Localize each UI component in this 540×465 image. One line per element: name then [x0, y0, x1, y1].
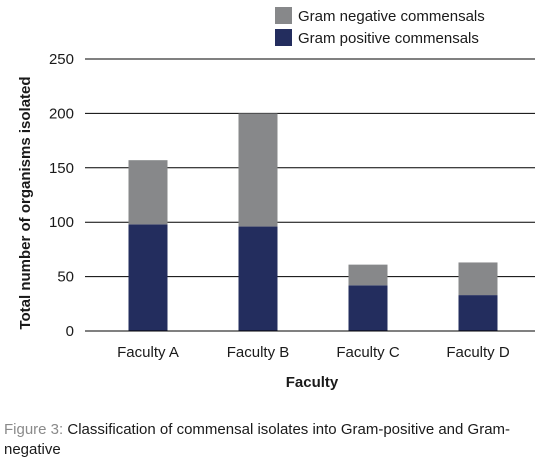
bar-gram-positive-faculty-a — [128, 224, 168, 331]
legend: Gram negative commensals Gram positive co… — [275, 7, 485, 47]
bar-gram-positive-faculty-c — [348, 285, 388, 331]
figure-label: Figure 3: — [4, 421, 64, 438]
bar-gram-negative-faculty-c — [348, 264, 388, 286]
figure-caption-text: Classification of commensal isolates int… — [4, 421, 511, 458]
y-tick-label: 50 — [57, 269, 74, 286]
y-tick-label: 100 — [49, 214, 74, 231]
bar-gram-negative-faculty-a — [128, 160, 168, 225]
y-tick-labels: 0 50 100 150 200 250 — [49, 51, 74, 340]
y-tick-label: 250 — [49, 51, 74, 68]
y-tick-label: 150 — [49, 160, 74, 177]
legend-swatch — [275, 29, 292, 46]
x-tick-label: Faculty D — [446, 344, 510, 361]
legend-label: Gram negative commensals — [298, 8, 485, 25]
x-tick-label: Faculty A — [117, 344, 179, 361]
bar-gram-negative-faculty-b — [238, 113, 278, 227]
bar-gram-positive-faculty-d — [458, 295, 498, 331]
x-axis-title: Faculty — [286, 374, 339, 391]
bars — [128, 113, 498, 331]
legend-swatch — [275, 7, 292, 24]
y-axis-title: Total number of organisms isolated — [17, 76, 34, 329]
y-tick-label: 0 — [66, 323, 74, 340]
y-tick-label: 200 — [49, 105, 74, 122]
x-tick-labels: Faculty A Faculty B Faculty C Faculty D — [117, 344, 510, 361]
legend-label: Gram positive commensals — [298, 30, 479, 47]
bar-gram-positive-faculty-b — [238, 226, 278, 331]
x-tick-label: Faculty B — [227, 344, 290, 361]
figure-caption: Figure 3: Classification of commensal is… — [4, 420, 536, 460]
bar-gram-negative-faculty-d — [458, 262, 498, 296]
x-tick-label: Faculty C — [336, 344, 400, 361]
